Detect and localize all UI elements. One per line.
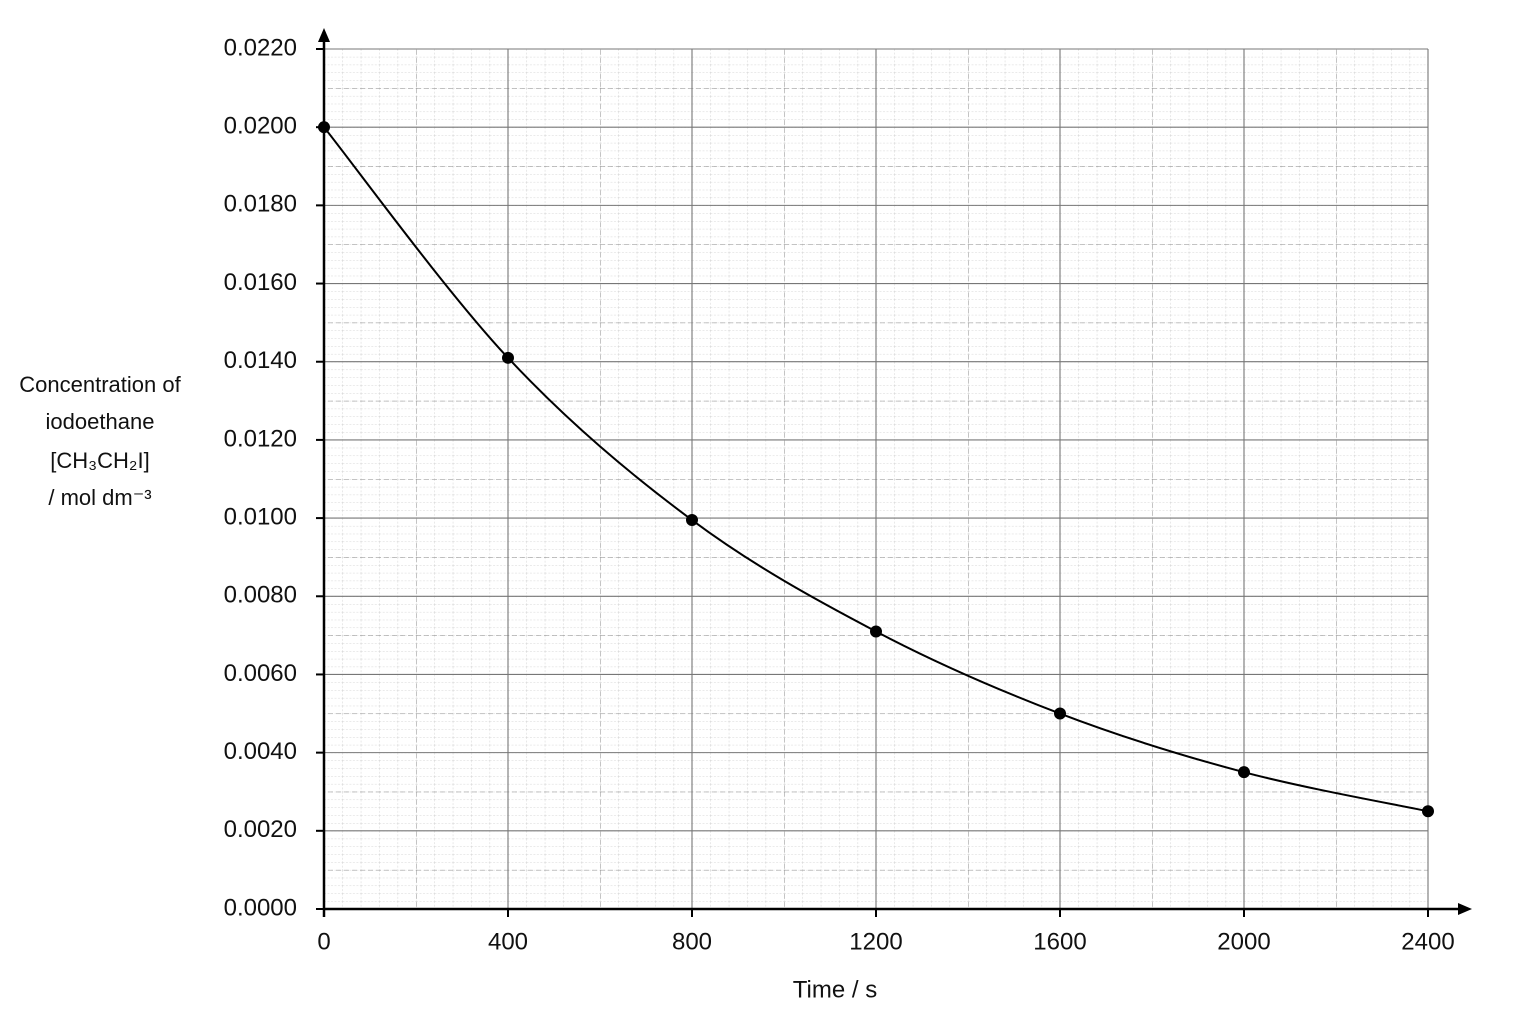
y-axis-label-line: iodoethane	[46, 409, 155, 434]
y-tick-label: 0.0160	[224, 269, 297, 296]
y-tick-label: 0.0180	[224, 191, 297, 218]
data-point	[1422, 805, 1434, 818]
y-axis-arrow	[318, 28, 330, 42]
y-axis-label: Concentration of iodoethane [CH₃CH₂I] / …	[19, 372, 181, 510]
data-point	[1238, 766, 1250, 779]
y-tick-label: 0.0200	[224, 113, 297, 140]
x-tick-label: 0	[317, 928, 330, 955]
x-tick-label: 2400	[1401, 928, 1454, 955]
data-point	[318, 121, 330, 134]
y-tick-label: 0.0120	[224, 425, 297, 452]
y-axis-label-line: [CH₃CH₂I]	[50, 448, 149, 473]
y-tick-label: 0.0220	[224, 34, 297, 61]
x-tick-label: 800	[672, 928, 712, 955]
y-tick-label: 0.0100	[224, 503, 297, 530]
x-axis-label: Time / s	[793, 976, 877, 1003]
data-point	[686, 514, 698, 527]
y-tick-label: 0.0040	[224, 738, 297, 765]
y-axis-label-line: Concentration of	[19, 372, 181, 397]
y-axis-label-line: / mol dm⁻³	[48, 485, 151, 510]
x-tick-label: 400	[488, 928, 528, 955]
x-tick-label: 1200	[849, 928, 902, 955]
y-tick-label: 0.0020	[224, 816, 297, 843]
data-point	[870, 625, 882, 638]
data-point	[1054, 707, 1066, 720]
y-tick-label: 0.0140	[224, 347, 297, 374]
x-axis-arrow	[1458, 903, 1472, 915]
x-tick-label: 2000	[1217, 928, 1270, 955]
y-tick-label: 0.0080	[224, 582, 297, 609]
x-tick-label: 1600	[1033, 928, 1086, 955]
y-tick-label: 0.0060	[224, 660, 297, 687]
data-point	[502, 351, 514, 364]
y-tick-label: 0.0000	[224, 894, 297, 921]
